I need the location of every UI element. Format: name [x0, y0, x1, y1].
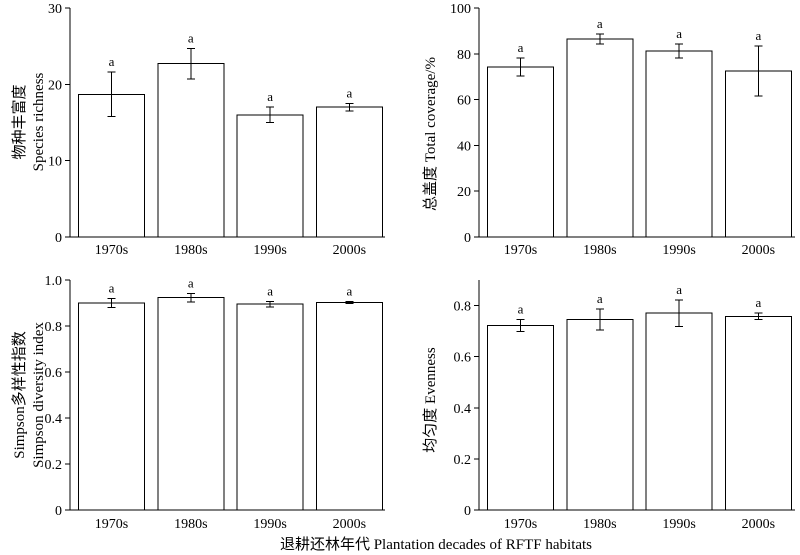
y-tick-label: 0.4: [454, 402, 472, 417]
x-tick-label-1980s: 1980s: [174, 517, 207, 532]
y-tick-label: 0: [55, 504, 62, 519]
bar-1980s: [566, 38, 634, 238]
x-tick-label-1980s: 1980s: [583, 517, 616, 532]
significance-letter-2000s: a: [756, 295, 762, 310]
bar-1970s: [487, 66, 554, 238]
y-tick-label: 20: [48, 78, 62, 93]
y-axis-title: Simpson多样性指数: [11, 331, 28, 459]
x-tick-label-1970s: 1970s: [504, 243, 537, 258]
bar-1980s: [157, 297, 225, 511]
y-tick-label: 0.8: [45, 320, 63, 335]
y-tick-label: 0.4: [45, 412, 63, 427]
significance-letter-2000s: a: [756, 28, 762, 43]
significance-letter-1990s: a: [267, 89, 273, 104]
bar-1990s: [236, 303, 304, 511]
y-tick-label: 0: [464, 504, 471, 519]
panel-species-richness: 0 10 20 30 a 1970s a 1980s a 1990s a 2000s 物种丰富度 Spec…: [10, 2, 385, 258]
bar-2000s: [315, 302, 383, 511]
y-tick-label: 40: [457, 139, 471, 154]
x-tick-label-1970s: 1970s: [95, 517, 128, 532]
y-axis-title: 物种丰富度: [10, 84, 28, 159]
y-tick-label: 100: [450, 2, 471, 17]
bar-1990s: [645, 50, 713, 238]
significance-letter-1990s: a: [676, 26, 682, 41]
significance-letter-1980s: a: [188, 30, 194, 45]
bar-1980s: [157, 63, 225, 238]
bar-1990s: [645, 312, 713, 511]
bar-1990s: [236, 114, 304, 238]
y-tick-label: 0.8: [454, 300, 472, 315]
bar-1970s: [78, 93, 145, 238]
y-tick-label: 0.2: [45, 458, 63, 473]
bar-2000s: [724, 70, 792, 238]
significance-letter-1970s: a: [518, 40, 524, 55]
x-tick-label-2000s: 2000s: [333, 243, 366, 258]
x-tick-label-1980s: 1980s: [174, 243, 207, 258]
y-tick-label: 20: [457, 185, 471, 200]
significance-letter-1970s: a: [109, 280, 115, 295]
y-tick-label: 60: [457, 94, 471, 109]
y-axis-title: Simpson diversity index: [31, 322, 47, 468]
significance-letter-1970s: a: [518, 301, 524, 316]
y-tick-label: 0.6: [454, 351, 472, 366]
x-tick-label-1970s: 1970s: [504, 517, 537, 532]
panel-simpson-index: 0 0.2 0.4 0.6 0.8 1.0 a 1970s a 1980s a 1990s a 2000s…: [11, 274, 385, 532]
bar-1970s: [78, 302, 145, 511]
x-tick-label-2000s: 2000s: [742, 243, 775, 258]
x-tick-label-1990s: 1990s: [662, 517, 695, 532]
panels: 0 10 20 30 a 1970s a 1980s a 1990s a 2000s 物种丰富度 Spec…: [10, 2, 795, 532]
significance-letter-1980s: a: [188, 276, 194, 291]
significance-letter-1970s: a: [109, 54, 115, 69]
y-tick-label: 10: [48, 155, 62, 170]
y-tick-label: 0.2: [454, 453, 472, 468]
bar-1980s: [566, 319, 634, 511]
x-tick-label-2000s: 2000s: [742, 517, 775, 532]
y-tick-label: 30: [48, 2, 62, 17]
y-axis-title: 总盖度 Total coverage/%: [422, 57, 439, 211]
y-tick-label: 0: [464, 231, 471, 246]
x-tick-label-1990s: 1990s: [662, 243, 695, 258]
significance-letter-1990s: a: [676, 282, 682, 297]
x-tick-label-1980s: 1980s: [583, 243, 616, 258]
x-tick-label-1970s: 1970s: [95, 243, 128, 258]
panel-evenness: 0 0.2 0.4 0.6 0.8 a 1970s a 1980s a 1990s a 2000s 均匀度…: [422, 280, 795, 532]
x-tick-label-2000s: 2000s: [333, 517, 366, 532]
y-tick-label: 1.0: [45, 274, 63, 289]
y-axis-title: Species richness: [31, 72, 47, 171]
x-tick-label-1990s: 1990s: [253, 517, 286, 532]
significance-letter-2000s: a: [347, 283, 353, 298]
y-tick-label: 80: [457, 48, 471, 63]
significance-letter-2000s: a: [347, 85, 353, 100]
y-tick-label: 0: [55, 231, 62, 246]
significance-letter-1980s: a: [597, 291, 603, 306]
bar-1970s: [487, 324, 554, 511]
y-tick-label: 0.6: [45, 366, 63, 381]
x-tick-label-1990s: 1990s: [253, 243, 286, 258]
significance-letter-1990s: a: [267, 283, 273, 298]
bar-2000s: [315, 106, 383, 238]
x-axis-title: 退耕还林年代 Plantation decades of RFTF habita…: [280, 535, 592, 553]
significance-letter-1980s: a: [597, 16, 603, 31]
panel-total-coverage: 0 20 40 60 80 100 a 1970s a 1980s a 1990s a 2000s 总盖度 …: [422, 2, 795, 258]
bar-2000s: [724, 315, 792, 511]
y-axis-title: 均匀度 Evenness: [422, 347, 439, 453]
